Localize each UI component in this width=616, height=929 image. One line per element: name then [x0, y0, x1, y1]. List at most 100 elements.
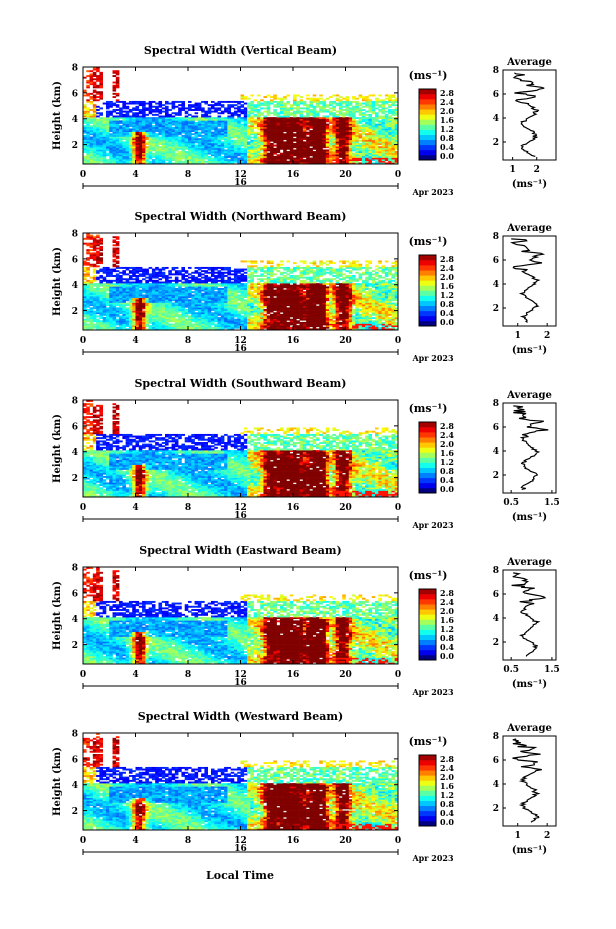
heatmap-cell — [145, 141, 149, 143]
heatmap-cell — [329, 107, 333, 109]
heatmap-cell — [362, 137, 366, 139]
heatmap-cell — [283, 96, 287, 98]
heatmap-cell — [158, 282, 162, 284]
heatmap-cell — [342, 106, 346, 108]
heatmap-cell — [300, 111, 304, 113]
colorbar-swatch — [419, 150, 436, 155]
heatmap-cell — [129, 282, 133, 284]
heatmap-cell — [342, 101, 346, 103]
heatmap-cell — [188, 315, 192, 317]
heatmap-cell — [175, 101, 179, 103]
heatmap-cell — [316, 111, 320, 113]
heatmap-cell — [382, 116, 386, 118]
heatmap-cell — [99, 280, 103, 282]
heatmap-cell — [385, 111, 389, 113]
heatmap-cell — [332, 94, 336, 96]
heatmap-cell — [247, 111, 251, 113]
heatmap-cell — [342, 109, 346, 111]
heatmap-cell — [237, 106, 241, 108]
heatmap-cell — [129, 109, 133, 111]
heatmap-cell — [96, 239, 100, 241]
heatmap-cell — [113, 269, 117, 271]
heatmap-cell — [250, 101, 254, 103]
heatmap-cell — [83, 243, 87, 245]
heatmap-cell — [195, 122, 199, 124]
heatmap-cell — [103, 283, 107, 285]
heatmap-cell — [139, 109, 143, 111]
heatmap-cell — [254, 127, 258, 129]
x-tick-label: 0 — [80, 170, 86, 180]
heatmap-cell — [129, 101, 133, 103]
heatmap-cell — [185, 116, 189, 118]
heatmap-cell — [365, 114, 369, 116]
heatmap-cell — [204, 270, 208, 272]
heatmap-cell — [126, 278, 130, 280]
heatmap-cell — [293, 111, 297, 113]
heatmap-cell — [388, 104, 392, 106]
heatmap-cell — [378, 104, 382, 106]
heatmap-cell — [83, 135, 87, 137]
colorbar-swatch — [419, 140, 436, 145]
heatmap-cell — [227, 104, 231, 106]
heatmap-cell — [96, 119, 100, 121]
heatmap-cell — [329, 117, 333, 119]
heatmap-cell — [86, 80, 90, 82]
heatmap-cell — [283, 103, 287, 105]
heatmap-cell — [342, 112, 346, 114]
heatmap-cell — [221, 117, 225, 119]
x-tick-label: 8 — [185, 170, 191, 180]
heatmap-cell — [211, 132, 215, 134]
heatmap-cell — [313, 106, 317, 108]
heatmap-cell — [293, 107, 297, 109]
heatmap-cell — [152, 153, 156, 155]
heatmap-cell — [136, 275, 140, 277]
heatmap-cell — [188, 299, 192, 301]
heatmap-cell — [106, 307, 110, 309]
heatmap-cell — [113, 244, 117, 246]
heatmap-cell — [198, 272, 202, 274]
heatmap-cell — [152, 101, 156, 103]
heatmap-cell — [277, 154, 281, 156]
heatmap-cell — [139, 273, 143, 275]
heatmap-cell — [332, 112, 336, 114]
heatmap-cell — [273, 109, 277, 111]
heatmap-cell — [267, 117, 271, 119]
heatmap-cell — [270, 96, 274, 98]
heatmap-cell — [106, 101, 110, 103]
heatmap-cell — [155, 133, 159, 135]
heatmap-cell — [86, 99, 90, 101]
heatmap-cell — [306, 98, 310, 100]
heatmap-cell — [342, 98, 346, 100]
heatmap-cell — [86, 267, 90, 269]
heatmap-cell — [175, 267, 179, 269]
heatmap-cell — [211, 117, 215, 119]
heatmap-cell — [260, 99, 264, 101]
heatmap-cell — [204, 161, 208, 163]
heatmap-cell — [181, 101, 185, 103]
heatmap-cell — [362, 106, 366, 108]
heatmap-cell — [293, 158, 297, 160]
heatmap-cell — [296, 101, 300, 103]
heatmap-cell — [86, 75, 90, 77]
heatmap-cell — [336, 98, 340, 100]
heatmap-cell — [339, 159, 343, 161]
heatmap-cell — [372, 94, 376, 96]
heatmap-cell — [247, 125, 251, 127]
heatmap-cell — [263, 101, 267, 103]
heatmap-cell — [191, 137, 195, 139]
heatmap-cell — [382, 99, 386, 101]
heatmap-cell — [227, 116, 231, 118]
heatmap-cell — [329, 96, 333, 98]
heatmap-cell — [267, 153, 271, 155]
y-tick-label: 6 — [72, 89, 78, 99]
heatmap-cell — [188, 104, 192, 106]
heatmap-cell — [149, 325, 153, 327]
heatmap-cell — [90, 93, 94, 95]
heatmap-cell — [336, 94, 340, 96]
heatmap-cell — [326, 109, 330, 111]
heatmap-cell — [152, 280, 156, 282]
heatmap-cell — [375, 112, 379, 114]
heatmap-cell — [99, 117, 103, 119]
heatmap-cell — [201, 293, 205, 295]
heatmap-cell — [116, 273, 120, 275]
